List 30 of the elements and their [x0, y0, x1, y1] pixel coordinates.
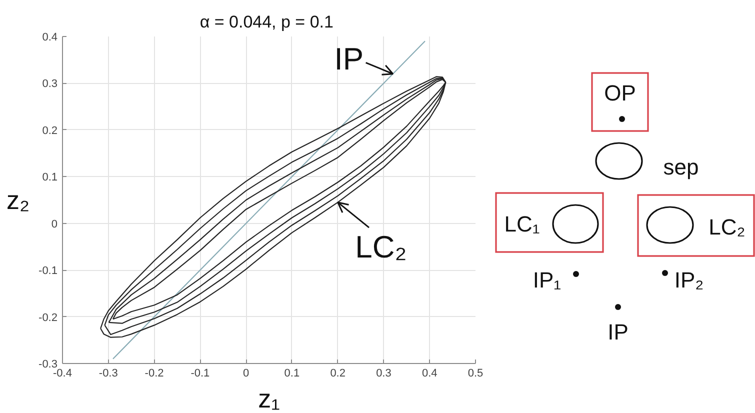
y-axis-title: z₂	[6, 185, 30, 215]
y-tick-label: -0.1	[38, 265, 58, 278]
text: IP₂	[674, 268, 704, 292]
text: LC₁	[504, 212, 540, 236]
x-tick-label: 0.2	[330, 368, 346, 380]
text: OP	[604, 80, 636, 106]
text: sep	[663, 154, 699, 180]
x-tick-label: 0	[242, 368, 250, 380]
y-tick-label: 0.4	[42, 32, 58, 44]
x-tick-label: 0.5	[468, 368, 484, 380]
x-tick-label: -0.4	[53, 368, 72, 380]
text: IP	[608, 320, 628, 344]
x-tick-label: -0.1	[190, 368, 210, 380]
text: IP₁	[532, 268, 562, 292]
y-tick-label: -0.3	[38, 358, 58, 370]
text: LC₂	[708, 214, 746, 240]
x-tick-label: 0.1	[284, 368, 300, 380]
x-tick-label: -0.2	[144, 368, 164, 380]
x-tick-label: 0.4	[422, 368, 438, 380]
x-tick-label: -0.3	[98, 368, 118, 380]
y-tick-label: 0.1	[42, 172, 58, 184]
chart-title: α = 0.044, p = 0.1	[200, 12, 334, 32]
y-tick-label: -0.2	[38, 312, 58, 324]
annotation: LC₂	[355, 230, 407, 265]
x-axis-title: z₁	[258, 384, 280, 413]
y-tick-label: 0.2	[42, 124, 58, 137]
y-tick-label: 0.3	[42, 78, 58, 90]
annotation: IP	[334, 41, 364, 76]
y-tick-label: 0	[51, 218, 58, 230]
x-tick-label: 0.3	[376, 368, 392, 380]
